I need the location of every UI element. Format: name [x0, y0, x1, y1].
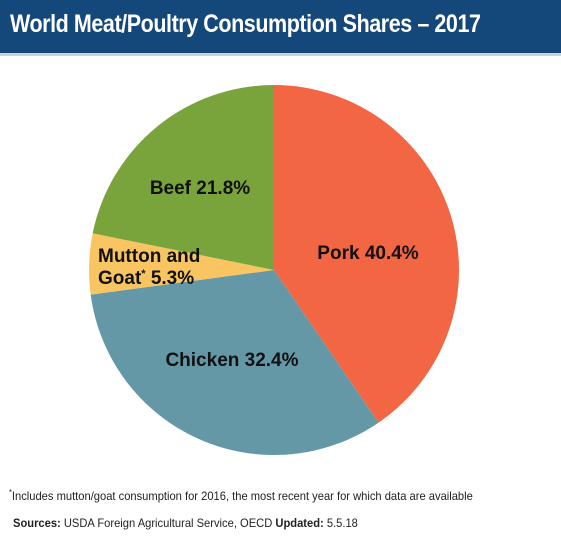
updated-label: Updated: — [275, 516, 324, 530]
slice-label-mutton-and-goat: Mutton and Goat* 5.3% — [98, 246, 200, 289]
pie-slice-pork — [274, 85, 459, 423]
pie-slice-beef — [92, 85, 274, 270]
updated-text: 5.5.18 — [326, 516, 358, 530]
pie-slice-chicken — [90, 270, 379, 455]
pie-chart: Pork 40.4% Chicken 32.4% Mutton and Goat* 5… — [89, 85, 459, 455]
pie-slice-mutton-and-goat — [89, 233, 274, 295]
sources-line: Sources: USDA Foreign Agricultural Servi… — [13, 516, 358, 530]
footnote-text: Includes mutton/goat consumption for 201… — [11, 489, 473, 503]
footnote: *Includes mutton/goat consumption for 20… — [9, 488, 473, 503]
footnote-marker: * — [9, 488, 12, 497]
slice-label-chicken: Chicken 32.4% — [165, 350, 298, 371]
slice-label-pork: Pork 40.4% — [317, 243, 418, 264]
title-bar: World Meat/Poultry Consumption Shares – … — [0, 0, 561, 56]
sources-label: Sources: — [13, 516, 61, 530]
chart-title: World Meat/Poultry Consumption Shares – … — [10, 10, 481, 38]
sources-text: USDA Foreign Agricultural Service, OECD — [63, 516, 273, 530]
slice-label-beef: Beef 21.8% — [150, 178, 250, 199]
